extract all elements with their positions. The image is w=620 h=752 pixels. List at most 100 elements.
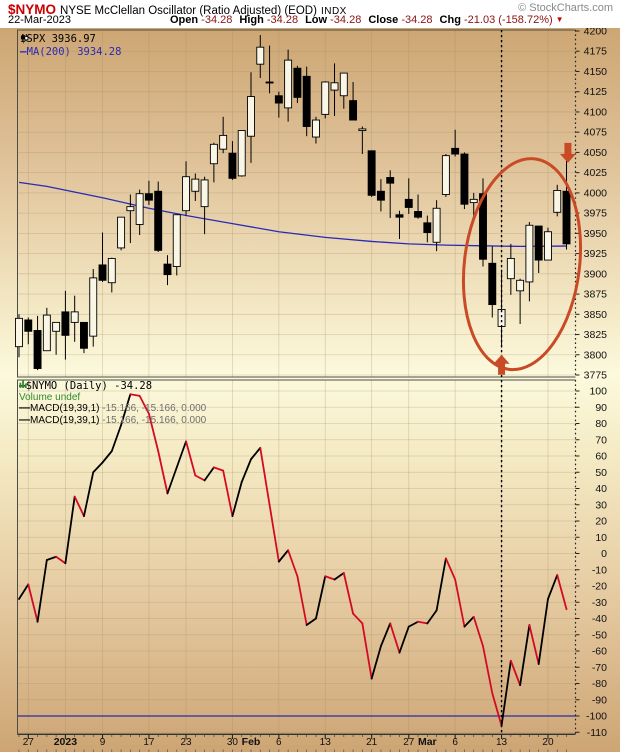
candle-dec-27 xyxy=(24,317,33,345)
legend-text: MA(200) 3934.28 xyxy=(26,45,122,58)
candle-body xyxy=(15,317,23,348)
osc-tick-label: -10 xyxy=(592,564,607,576)
x-axis-label-30: 30 xyxy=(227,737,239,748)
candle-dec-29 xyxy=(42,307,51,352)
candle-body xyxy=(135,193,144,225)
candle-feb-9 xyxy=(302,66,311,137)
nymo-line-segment xyxy=(352,612,364,625)
candle-jan-10 xyxy=(107,257,116,293)
candle-body xyxy=(219,134,228,150)
nymo-line-segment xyxy=(361,622,373,680)
candle-body xyxy=(89,277,98,337)
stock-chart-canvas: 4200417541504125410040754050402540003975… xyxy=(0,28,620,752)
candle-jan-18 xyxy=(154,181,163,252)
legend-text: $NYMO (Daily) -34.28 xyxy=(25,380,153,392)
price-tick-label: 4025 xyxy=(584,167,608,179)
candle-mar-3 xyxy=(441,154,450,197)
candle-body xyxy=(265,81,274,84)
candle-body xyxy=(154,190,163,251)
legend-text: Volume undef xyxy=(19,391,81,403)
osc-tick-label: -110 xyxy=(587,727,607,739)
candle-body xyxy=(293,67,302,98)
nymo-line-segment xyxy=(380,622,392,648)
legend-values: -15.166, -15.166, 0.000 xyxy=(102,414,207,426)
candle-body xyxy=(544,231,552,261)
price-tick-label: 3775 xyxy=(584,370,608,382)
nymo-line-segment xyxy=(500,659,512,727)
candle-body xyxy=(516,279,525,292)
candle-body xyxy=(441,155,450,195)
price-tick-label: 4200 xyxy=(584,28,608,38)
x-axis-label-17: 17 xyxy=(143,737,155,748)
line-dash-icon: — xyxy=(20,44,27,58)
legend-row-1: Volume undef xyxy=(19,380,206,404)
quote-high-value: -34.28 xyxy=(263,14,299,26)
candle-feb-22 xyxy=(376,179,385,212)
candle-body xyxy=(182,176,190,212)
quote-chg-value: -21.03 (-158.72%) xyxy=(460,14,553,26)
candle-body xyxy=(274,95,283,104)
candle-jan-3 xyxy=(61,290,70,360)
nymo-line-segment xyxy=(45,555,58,561)
candle-jan-23 xyxy=(182,161,190,216)
volume-bars-icon xyxy=(19,380,27,388)
x-axis-label-20: 20 xyxy=(542,737,554,748)
quote-open-label: Open xyxy=(170,14,199,26)
candle-jan-4 xyxy=(70,295,79,342)
candle-mar-20 xyxy=(544,227,552,261)
candle-feb-24 xyxy=(395,210,404,240)
legend-text: MACD(19,39,1) xyxy=(30,414,100,426)
nymo-line-segment xyxy=(92,461,104,474)
highlight-ellipse-annotation xyxy=(461,157,583,372)
candle-body xyxy=(33,330,42,369)
candle-body xyxy=(506,257,515,280)
nymo-line-segment xyxy=(212,466,225,472)
nymo-line-segment xyxy=(556,574,568,611)
nymo-line-segment xyxy=(407,620,419,628)
candle-feb-21 xyxy=(367,150,376,197)
nymo-line-segment xyxy=(120,393,132,427)
nymo-line-segment xyxy=(324,575,336,581)
nymo-line-segment xyxy=(175,440,187,469)
date-label: 22-Mar-2023 xyxy=(8,14,71,26)
price-tick-label: 4150 xyxy=(584,66,608,78)
candle-body xyxy=(469,198,478,204)
osc-tick-label: 80 xyxy=(595,418,607,430)
candle-body xyxy=(460,153,469,205)
candle-body xyxy=(321,81,330,115)
nymo-line-segment xyxy=(547,574,559,600)
candle-body xyxy=(200,179,209,208)
price-panel-legend: $SPX 3936.97 —MA(200) 3934.28 xyxy=(20,33,122,58)
nymo-line-segment xyxy=(185,440,197,477)
nymo-line-segment xyxy=(491,692,503,727)
nymo-line-segment xyxy=(305,617,317,626)
legend-text: MACD(19,39,1) xyxy=(30,403,100,414)
candle-body xyxy=(144,193,153,201)
candle-body xyxy=(284,59,293,109)
osc-tick-label: -100 xyxy=(586,711,607,723)
candle-dec-28 xyxy=(33,315,42,371)
price-tick-label: 3925 xyxy=(584,248,608,260)
candle-mar-8 xyxy=(469,192,478,218)
candle-feb-7 xyxy=(284,49,293,122)
osc-tick-label: -60 xyxy=(592,646,607,658)
nymo-line-segment xyxy=(259,446,271,506)
candle-mar-1 xyxy=(423,215,432,243)
price-tick-label: 4000 xyxy=(584,187,608,199)
candle-feb-13 xyxy=(321,81,330,119)
nymo-line-segment xyxy=(55,555,67,565)
candle-body xyxy=(61,311,70,336)
legend-text: $SPX 3936.97 xyxy=(20,33,96,45)
x-axis-label-27: 27 xyxy=(23,737,35,748)
quote-close-label: Close xyxy=(368,14,399,26)
candle-feb-17 xyxy=(358,126,367,155)
arrow-up-annotation xyxy=(493,354,510,375)
candle-body xyxy=(386,177,395,184)
osc-tick-label: 90 xyxy=(595,402,607,414)
candle-jan-20 xyxy=(172,214,181,276)
osc-tick-label: 70 xyxy=(595,434,607,446)
nymo-line-segment xyxy=(203,466,215,482)
symbol-name: NYSE McClellan Oscillator (Ratio Adjuste… xyxy=(60,5,317,17)
nymo-line-segment xyxy=(250,446,262,461)
